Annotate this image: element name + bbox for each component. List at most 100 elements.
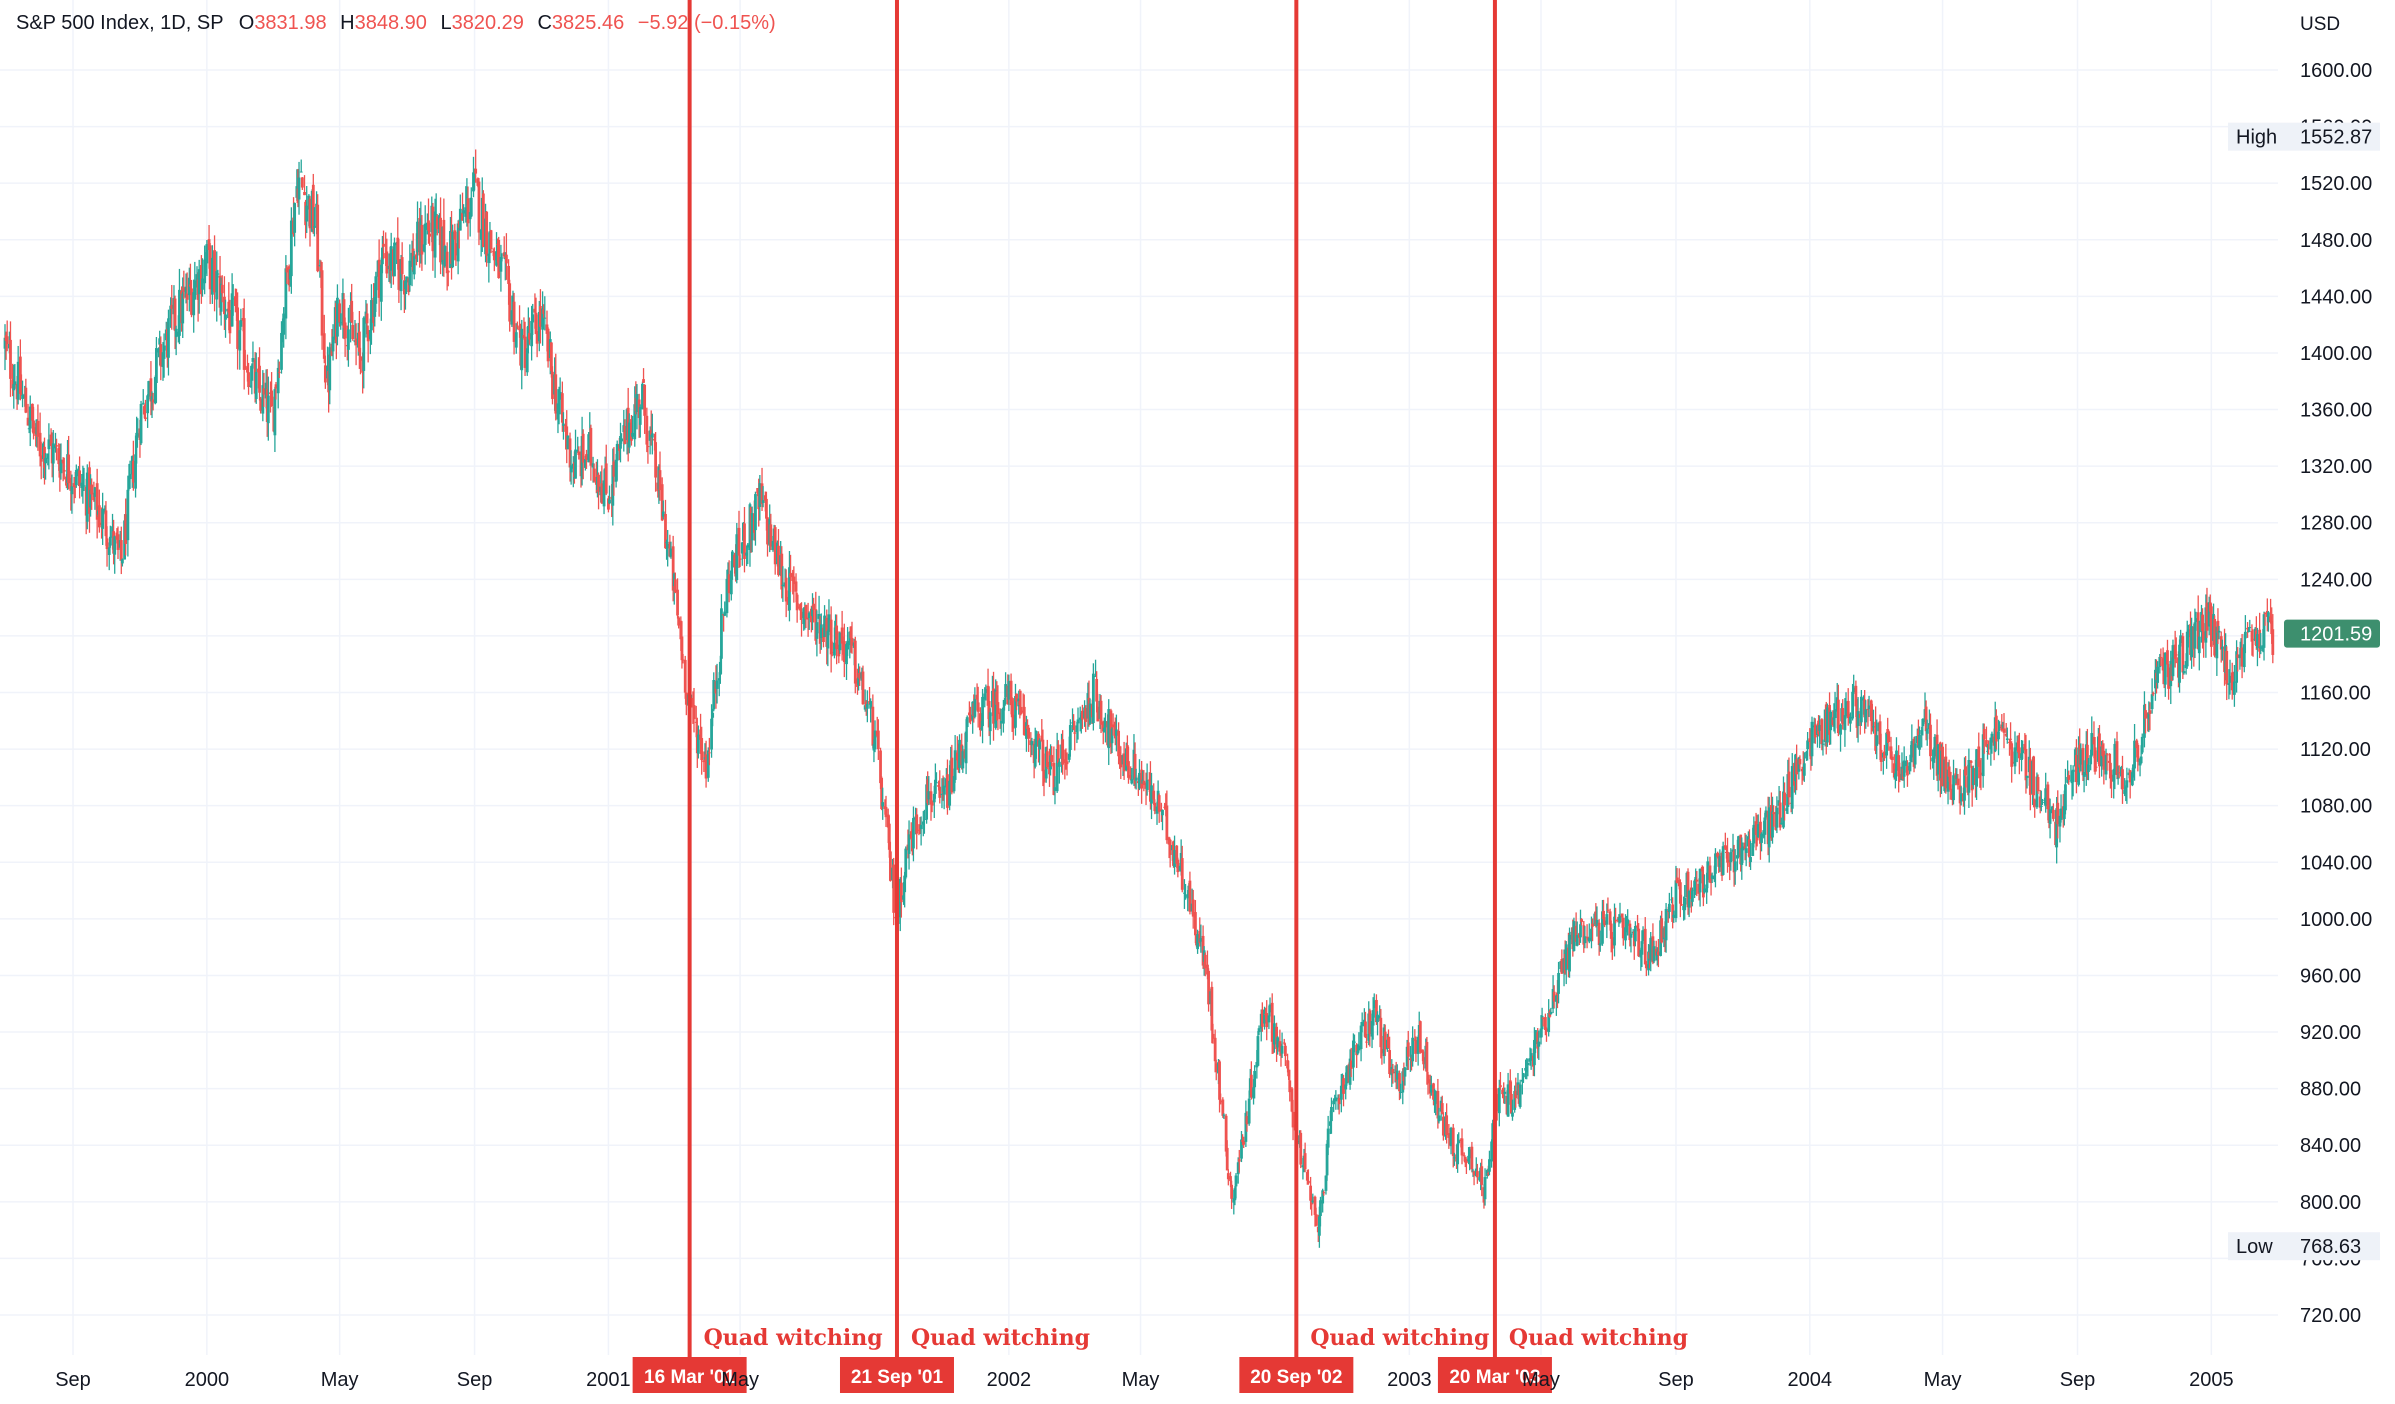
candle-body: [2258, 629, 2262, 652]
candle-body: [2113, 743, 2117, 775]
candle-body: [780, 553, 784, 590]
candle-body: [1344, 1084, 1348, 1090]
candle-body: [2082, 771, 2086, 777]
candle-body: [950, 757, 954, 793]
candle-body: [1403, 1067, 1407, 1077]
candle-body: [654, 442, 658, 478]
price-axis[interactable]: 1600.001560.001520.001480.001440.001400.…: [2300, 60, 2372, 1327]
time-axis[interactable]: Sep 2000 May Sep 2001 May 2002 May 2003 May Sep 200…: [55, 1369, 2233, 1391]
candle-body: [2075, 754, 2078, 783]
candle-body: [36, 420, 40, 437]
candle-body: [2196, 612, 2200, 649]
candle-body: [435, 216, 439, 230]
candle-body: [1545, 1028, 1548, 1032]
candle-body: [2059, 808, 2063, 820]
candle-body: [661, 511, 665, 517]
candle-body: [397, 259, 401, 290]
candle-body: [464, 207, 468, 217]
candle-body: [1488, 1159, 1491, 1172]
candle-body: [1564, 944, 1568, 971]
candle-body: [1947, 766, 1951, 777]
candle-body: [250, 365, 254, 381]
candle-body: [1080, 710, 1084, 720]
candle-body: [1184, 895, 1187, 897]
candle-body: [2235, 651, 2238, 683]
candle-body: [794, 581, 798, 592]
candle-body: [242, 318, 246, 370]
candle-body: [1608, 911, 1612, 925]
candle-body: [150, 396, 154, 402]
candle-body: [1375, 999, 1378, 1023]
candle-body: [833, 642, 836, 656]
candle-body: [1470, 1146, 1474, 1170]
candle-body: [1543, 1017, 1547, 1031]
candle-body: [1376, 1014, 1379, 1023]
candle-body: [2109, 762, 2112, 779]
price-tick-label: 1280.00: [2300, 513, 2372, 535]
time-tick-label: Sep: [55, 1369, 91, 1391]
candle-body: [2009, 738, 2012, 740]
candle-body: [1207, 970, 1210, 1005]
candle-body: [909, 831, 913, 839]
candle-body: [528, 333, 531, 340]
candle-body: [648, 430, 652, 441]
candle-body: [1449, 1127, 1453, 1147]
candle-body: [1360, 1022, 1364, 1027]
candle-body: [1260, 1009, 1264, 1027]
candle-body: [2133, 740, 2136, 769]
candle-body: [2058, 815, 2062, 827]
candle-body: [1759, 821, 1762, 844]
candle-body: [533, 308, 537, 313]
candle-body: [1610, 937, 1614, 949]
price-tick-label: 1480.00: [2300, 230, 2372, 252]
candle-body: [416, 221, 419, 253]
candle-body: [489, 230, 493, 250]
candle-body: [804, 604, 808, 620]
candle-body: [2081, 748, 2085, 776]
candle-body: [1549, 1011, 1553, 1015]
candle-body: [1226, 1173, 1230, 1180]
candle-body: [26, 417, 30, 426]
candle-body: [520, 328, 524, 371]
candle-body: [2225, 650, 2229, 685]
candle-body: [1485, 1170, 1489, 1176]
candle-body: [1356, 1050, 1360, 1054]
candle-body: [303, 192, 306, 196]
candle-body: [1472, 1171, 1476, 1176]
candle-body: [591, 463, 595, 468]
candle-body: [723, 611, 727, 616]
candle-body: [1468, 1149, 1472, 1159]
candle-body: [1763, 817, 1767, 835]
candle-body: [1878, 721, 1882, 745]
candle-body: [2267, 612, 2270, 623]
symbol-label[interactable]: S&P 500 Index, 1D, SP: [16, 12, 224, 34]
candle-body: [1883, 751, 1886, 759]
candle-body: [2115, 741, 2119, 776]
candle-body: [2110, 774, 2113, 782]
candle-body: [1380, 1048, 1384, 1054]
candle-body: [2202, 631, 2206, 641]
candle-body: [1705, 884, 1709, 893]
candle-body: [1846, 700, 1850, 719]
candle-body: [234, 296, 237, 307]
candle-body: [923, 819, 926, 821]
candle-body: [1712, 875, 1716, 880]
candle-body: [967, 712, 971, 716]
candle-body: [1061, 739, 1065, 765]
candle-body: [139, 404, 143, 444]
candle-body: [1718, 856, 1722, 868]
candle-body: [2112, 769, 2116, 782]
candle-body: [1795, 759, 1799, 775]
candle-body: [873, 730, 877, 750]
candle-body: [942, 785, 946, 795]
candle-body: [556, 403, 560, 420]
candle-body: [2151, 693, 2155, 695]
candle-body: [2158, 656, 2162, 668]
candle-body: [357, 331, 361, 352]
candle-body: [1107, 709, 1111, 749]
candle-body: [70, 486, 74, 495]
candle-body: [2102, 750, 2106, 770]
candle-body: [32, 420, 35, 434]
